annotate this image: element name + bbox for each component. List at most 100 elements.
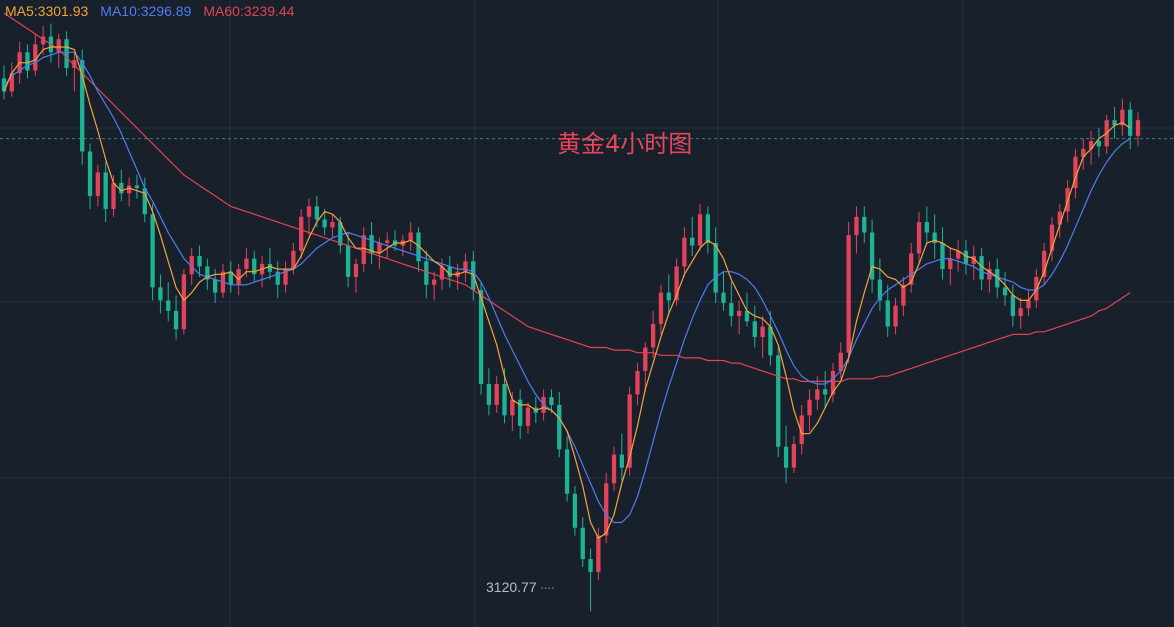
candle-body xyxy=(1135,120,1141,136)
candle-body xyxy=(1073,156,1078,189)
candle-body xyxy=(181,274,187,330)
candle-body xyxy=(1081,148,1086,157)
candle-body xyxy=(275,271,280,285)
candle-body xyxy=(486,384,492,405)
candle-body xyxy=(236,269,241,285)
candle-body xyxy=(213,279,218,293)
candle-body xyxy=(619,454,624,468)
candle-body xyxy=(361,235,366,264)
candle-body xyxy=(416,232,421,262)
candle-body xyxy=(1112,120,1117,126)
candle-body xyxy=(862,216,867,233)
candle-body xyxy=(682,237,687,267)
candle-body xyxy=(1026,300,1031,309)
candle-body xyxy=(815,389,820,400)
candle-body xyxy=(963,250,969,264)
candle-body xyxy=(799,415,804,445)
candle-body xyxy=(940,242,945,270)
candle-body xyxy=(635,370,640,395)
candle-body xyxy=(830,370,836,395)
candle-body xyxy=(33,44,38,71)
candle-body xyxy=(955,250,961,259)
candle-body xyxy=(901,284,906,306)
candle-body xyxy=(909,253,914,285)
candle-body xyxy=(783,446,789,468)
candle-body xyxy=(95,172,100,196)
min-price-dots: ···· xyxy=(539,579,556,595)
candle-body xyxy=(56,39,61,53)
candle-body xyxy=(807,399,812,416)
candle-body xyxy=(431,279,437,285)
candle-body xyxy=(971,256,976,264)
candle-body xyxy=(369,235,374,254)
candle-body xyxy=(1002,287,1008,296)
candle-body xyxy=(87,151,93,196)
candle-body xyxy=(9,73,14,92)
candle-body xyxy=(596,535,601,573)
candle-body xyxy=(666,292,671,301)
candle-body xyxy=(838,352,843,371)
candle-body xyxy=(252,258,257,275)
candle-body xyxy=(103,172,108,209)
ma60-line xyxy=(3,12,1131,382)
candle-body xyxy=(658,292,664,324)
candle-body xyxy=(150,214,155,288)
ma60-legend: MA60:3239.44 xyxy=(203,3,295,19)
candle-body xyxy=(604,483,609,536)
candle-body xyxy=(408,232,413,241)
candle-body xyxy=(119,182,124,194)
candle-body xyxy=(924,222,929,233)
candle-body xyxy=(869,232,875,280)
candle-body xyxy=(1096,141,1102,147)
candle-body xyxy=(557,404,562,450)
candle-body xyxy=(650,323,656,348)
candle-body xyxy=(330,222,335,228)
candle-body xyxy=(299,216,304,251)
candle-body xyxy=(854,216,859,236)
candle-body xyxy=(1120,109,1125,126)
candle-body xyxy=(40,36,46,45)
candle-body xyxy=(1088,141,1094,149)
candle-body xyxy=(322,219,327,228)
candle-body xyxy=(463,261,468,272)
candle-body xyxy=(736,310,742,317)
candle-body xyxy=(345,245,351,277)
candles xyxy=(1,23,1141,612)
chart-title: 黄金4小时图 xyxy=(557,130,693,158)
candle-body xyxy=(510,399,515,416)
candle-body xyxy=(228,271,233,285)
candle-body xyxy=(580,527,585,560)
candle-body xyxy=(948,258,953,270)
candle-body xyxy=(564,449,570,494)
candle-body xyxy=(1057,211,1062,225)
candle-body xyxy=(353,263,359,277)
candle-body xyxy=(424,261,429,285)
candle-body xyxy=(502,384,507,416)
candle-body xyxy=(729,303,734,317)
candle-body xyxy=(776,355,781,447)
candle-body xyxy=(643,347,648,371)
candle-body xyxy=(314,206,319,220)
ma-legend: MA5:3301.93 MA10:3296.89 MA60:3239.44 xyxy=(5,3,306,19)
candle-body xyxy=(768,326,773,356)
candle-body xyxy=(189,256,194,275)
candle-body xyxy=(877,279,883,301)
candle-body xyxy=(760,326,765,338)
candle-body xyxy=(385,240,390,243)
candle-body xyxy=(525,407,531,426)
candle-body xyxy=(126,185,132,194)
candle-body xyxy=(1049,224,1055,251)
candle-body xyxy=(752,321,757,338)
candle-body xyxy=(25,52,30,71)
candle-body xyxy=(916,222,922,254)
candle-body xyxy=(713,242,718,293)
candle-body xyxy=(690,237,695,246)
candle-body xyxy=(932,232,937,243)
min-price-label: 3120.77 ···· xyxy=(486,579,556,595)
candle-body xyxy=(377,242,382,254)
min-price-value: 3120.77 xyxy=(486,579,537,595)
candle-body xyxy=(627,394,632,468)
candle-body xyxy=(134,185,140,189)
